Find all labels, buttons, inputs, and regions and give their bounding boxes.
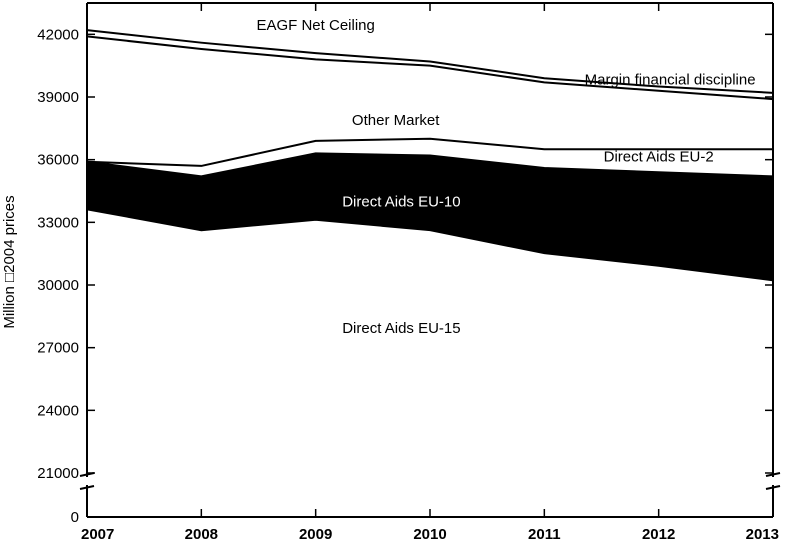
label-other-market: Other Market [352, 112, 440, 129]
series-lines [86, 29, 774, 178]
y-tick-label: 30000 [37, 277, 79, 294]
y-tick-label: 21000 [37, 465, 79, 482]
y-tick-label: 33000 [37, 214, 79, 231]
x-tick-label: 2007 [81, 526, 114, 543]
y-tick-label: 24000 [37, 402, 79, 419]
label-eu2: Direct Aids EU-2 [604, 148, 714, 165]
y-tick-label: 0 [71, 509, 79, 526]
y-axis-label: Million □2004 prices [1, 195, 18, 328]
y-tick-label: 39000 [37, 89, 79, 106]
axis-break-right-bottom [765, 485, 781, 490]
y-tick-label: 36000 [37, 152, 79, 169]
label-margin: Margin financial discipline [585, 71, 756, 88]
x-tick-label: 2008 [185, 526, 218, 543]
y-tick-label: 42000 [37, 26, 79, 43]
line-eu2-boundary [86, 152, 774, 178]
x-tick-label: 2012 [642, 526, 675, 543]
label-eagf: EAGF Net Ceiling [256, 17, 374, 34]
x-tick-label: 2013 [746, 526, 779, 543]
label-eu10: Direct Aids EU-10 [342, 194, 460, 211]
label-eu15: Direct Aids EU-15 [342, 320, 460, 337]
chart-labels: EAGF Net Ceiling Margin financial discipl… [256, 17, 755, 337]
axis-break-left-bottom [79, 485, 95, 490]
axis-ticks: 0 21000 24000 27000 30000 33000 36000 39000 4200… [37, 3, 779, 543]
line-margin-lower [86, 35, 774, 101]
line-other-market-boundary [86, 137, 773, 167]
y-tick-label: 27000 [37, 340, 79, 357]
x-tick-label: 2011 [528, 526, 561, 543]
x-tick-label: 2009 [299, 526, 332, 543]
line-net-ceiling [86, 29, 774, 94]
axis-break-right-top [765, 472, 781, 477]
x-tick-label: 2010 [413, 526, 446, 543]
